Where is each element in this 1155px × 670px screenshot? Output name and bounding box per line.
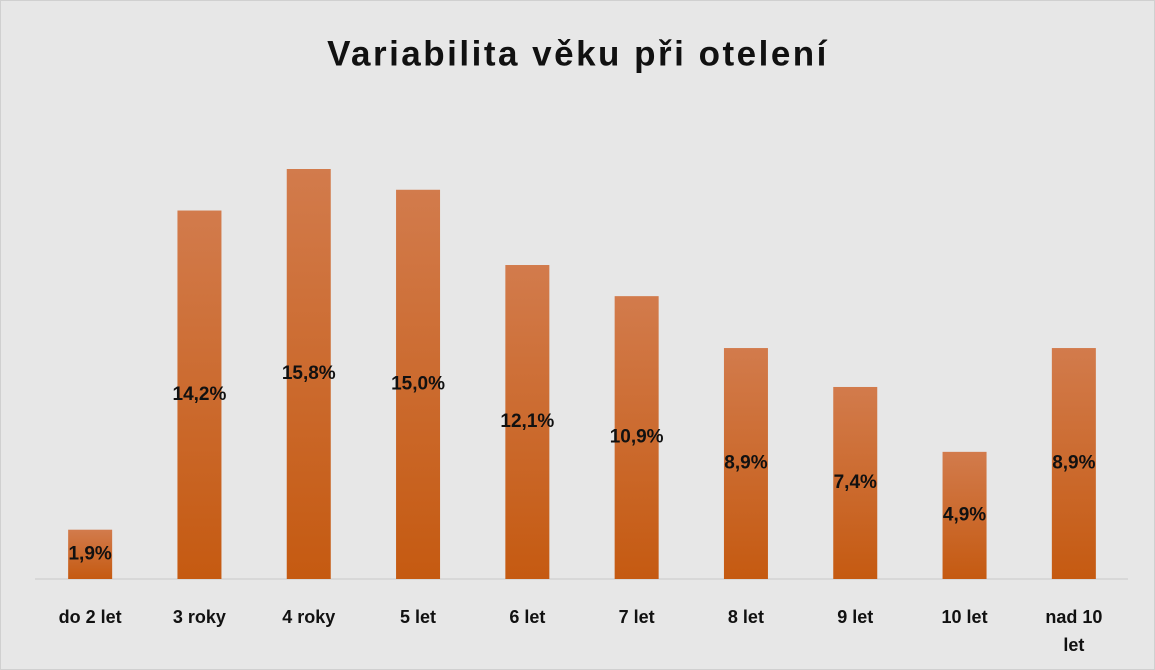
bar <box>177 210 222 579</box>
x-tick-label: 10 let <box>941 607 988 627</box>
x-tick-label: nad 10 let <box>1045 607 1103 655</box>
value-label: 8,9% <box>724 453 767 474</box>
bar <box>1051 348 1096 579</box>
bar <box>942 451 987 579</box>
x-tick-label: 8 let <box>727 607 764 627</box>
bar <box>833 386 878 579</box>
x-tick-label: do 2 let <box>58 607 122 627</box>
x-tick-label: 4 roky <box>282 607 336 627</box>
bar <box>614 296 659 579</box>
bar <box>286 169 331 579</box>
x-tick-label: 6 let <box>509 607 546 627</box>
bar <box>68 529 113 579</box>
value-label: 14,2% <box>173 384 227 405</box>
x-tick-label: 5 let <box>400 607 437 627</box>
value-label: 12,1% <box>500 411 554 432</box>
value-label: 7,4% <box>834 472 877 493</box>
bar <box>396 189 441 579</box>
value-label: 4,9% <box>943 504 986 525</box>
x-tick-label: 3 roky <box>172 607 226 627</box>
chart-title: Variabilita věku při otelení <box>327 34 829 73</box>
value-label: 15,0% <box>391 373 445 394</box>
value-label: 8,9% <box>1052 453 1095 474</box>
value-label: 1,9% <box>68 543 111 564</box>
bar <box>505 265 550 579</box>
value-label: 15,8% <box>282 363 336 384</box>
x-tick-label: 7 let <box>618 607 655 627</box>
x-tick-label: 9 let <box>837 607 874 627</box>
bar <box>723 348 768 579</box>
value-label: 10,9% <box>610 427 664 448</box>
